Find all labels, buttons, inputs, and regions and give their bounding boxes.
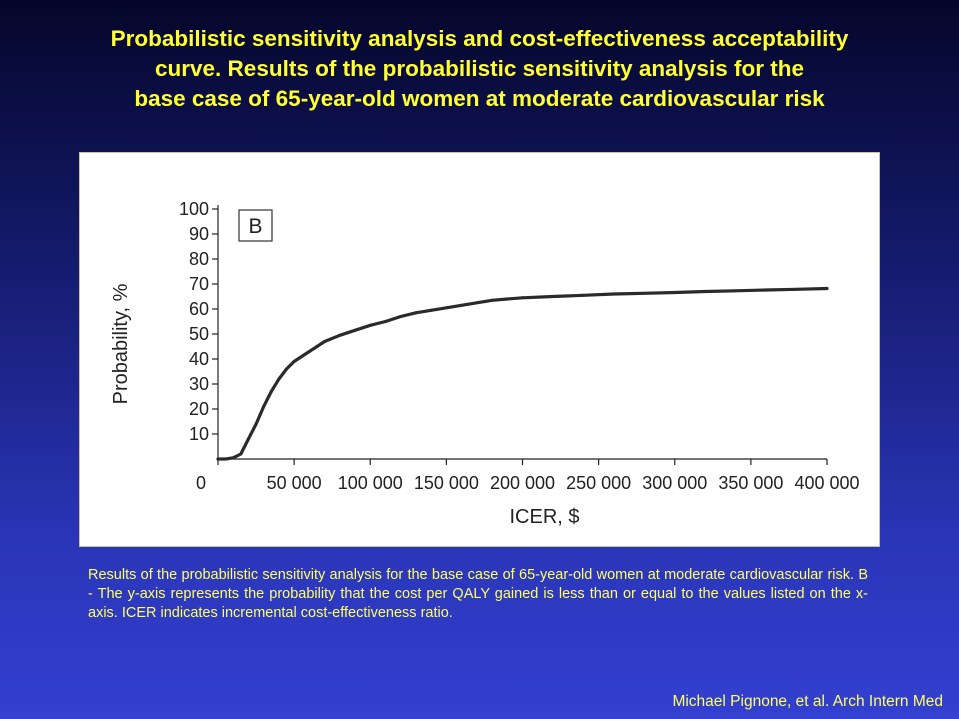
- y-tick-label: 30: [189, 374, 209, 394]
- data-point: [368, 323, 372, 327]
- acceptability-curve-chart: 10 20 30 40 50 60 70 80 90 100 0 50 000 100 000 150 0…: [110, 199, 860, 528]
- data-point: [505, 297, 509, 301]
- data-point: [231, 456, 235, 460]
- y-tick-label: 90: [189, 224, 209, 244]
- data-point: [338, 333, 342, 337]
- x-axis-label: ICER, $: [509, 506, 579, 528]
- data-point: [307, 350, 311, 353]
- y-tick-label: 20: [189, 399, 209, 419]
- slide-title: Probabilistic sensitivity analysis and c…: [10, 24, 949, 114]
- data-point: [581, 293, 585, 297]
- data-point: [399, 315, 403, 318]
- data-point: [315, 345, 319, 348]
- data-point: [444, 306, 448, 310]
- y-axis-label: Probability, %: [110, 283, 132, 404]
- data-point: [475, 301, 479, 305]
- data-point: [300, 355, 304, 358]
- figure-caption: Results of the probabilistic sensitivity…: [88, 567, 868, 621]
- data-point: [825, 287, 829, 290]
- data-point: [795, 287, 799, 291]
- x-tick-label: 150 000: [414, 473, 479, 493]
- data-point: [269, 390, 273, 393]
- y-tick-label: 60: [189, 299, 209, 319]
- data-point: [285, 367, 289, 371]
- x-tick-label: 350 000: [718, 473, 783, 493]
- x-tick-label: 100 000: [338, 473, 403, 493]
- data-point: [239, 452, 243, 456]
- data-point: [353, 328, 357, 332]
- data-point: [224, 457, 228, 461]
- y-tick-label: 70: [189, 274, 209, 294]
- data-point: [414, 311, 418, 315]
- data-point: [490, 298, 494, 302]
- data-point: [642, 291, 646, 295]
- y-tick-label: 80: [189, 249, 209, 269]
- data-point: [277, 377, 281, 381]
- series-line-0: [216, 286, 829, 461]
- data-point: [460, 303, 464, 307]
- data-point: [551, 295, 555, 298]
- data-point: [292, 360, 296, 363]
- data-point: [246, 437, 250, 441]
- data-point: [262, 405, 266, 408]
- data-point: [216, 457, 220, 461]
- data-point: [383, 320, 387, 323]
- data-point: [734, 289, 738, 293]
- y-tick-label: 100: [179, 199, 209, 219]
- chart-panel: 10 20 30 40 50 60 70 80 90 100 0 50 000 100 000 150 0…: [79, 152, 880, 547]
- x-tick-label: 250 000: [566, 473, 631, 493]
- panel-label: B: [248, 215, 262, 238]
- y-tick-label: 50: [189, 324, 209, 344]
- title-line-1: Probabilistic sensitivity analysis and c…: [110, 26, 849, 51]
- title-line-2: curve. Results of the probabilistic sens…: [155, 56, 804, 81]
- data-point: [703, 290, 707, 293]
- y-tick-label: 10: [189, 424, 209, 444]
- x-tick-label: 0: [196, 473, 206, 493]
- data-point: [429, 308, 433, 312]
- y-tick-label: 40: [189, 349, 209, 369]
- x-tick-label: 200 000: [490, 473, 555, 493]
- data-point: [673, 291, 677, 294]
- x-tick-label: 300 000: [642, 473, 707, 493]
- title-line-3: base case of 65-year-old women at modera…: [134, 86, 825, 111]
- panel-label-box: [238, 209, 273, 242]
- data-point: [521, 296, 524, 300]
- x-tick-label: 400 000: [794, 473, 859, 493]
- citation-credit: Michael Pignone, et al. Arch Intern Med: [672, 693, 943, 710]
- x-tick-label: 50 000: [267, 473, 322, 493]
- data-point: [323, 340, 327, 343]
- data-point: [764, 288, 768, 292]
- data-point: [612, 292, 616, 296]
- data-point: [254, 422, 258, 426]
